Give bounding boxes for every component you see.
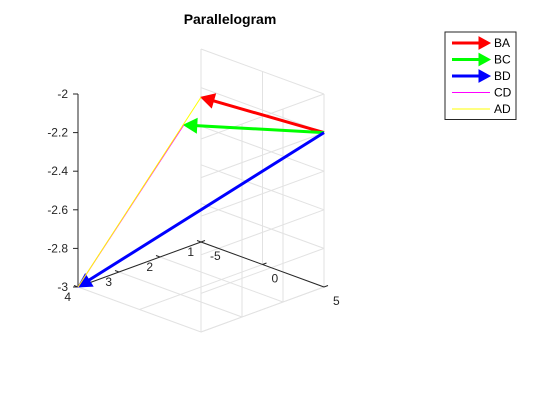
grid-line-wally-z (200, 202, 325, 249)
grid (77, 48, 325, 333)
grid-line-wallx-z (200, 286, 325, 333)
series-bd-line (83, 131, 325, 285)
x-tick-label: -5 (210, 249, 221, 263)
tick-labels: -3 -2.8 -2.6 -2.4 -2.2 -2 1 2 3 4 -5 0 5 (47, 87, 340, 308)
grid-line-wallx-z (200, 247, 325, 294)
x-tick-label: 0 (272, 272, 279, 286)
grid-line-floor-y (77, 286, 202, 333)
grid-line-wally-z (200, 125, 325, 172)
y-tick-label: 2 (146, 260, 153, 274)
legend-label-bc: BC (494, 53, 511, 67)
series-ba-line (208, 98, 325, 135)
x-tick-label: 5 (333, 294, 340, 308)
z-tick-label: -2.6 (47, 203, 68, 217)
y-tick-label: 1 (187, 245, 194, 259)
series-ad-line (77, 96, 202, 288)
legend-label-ad: AD (494, 102, 511, 116)
legend-label-ba: BA (494, 36, 510, 50)
grid-line-wally-z (200, 164, 325, 211)
chart-title: Parallelogram (184, 11, 277, 27)
y-axis-line (77, 241, 202, 288)
legend-swatch-arrow-bc (478, 52, 492, 67)
z-tick-label: -2.4 (47, 164, 68, 178)
series-bc-line (191, 123, 325, 135)
z-tick-label: -2.2 (47, 126, 68, 140)
y-tick-mark (73, 285, 79, 288)
grid-line-floor-y (159, 256, 284, 303)
y-tick-label: 4 (64, 290, 71, 304)
series-ba-arrowhead (200, 93, 217, 109)
y-tick-mark (155, 255, 161, 258)
y-tick-mark (114, 270, 120, 273)
legend: BA BC BD CD AD (444, 31, 517, 120)
legend-label-bd: BD (494, 69, 511, 83)
x-tick-mark (262, 262, 267, 265)
grid-line-wally-z (200, 48, 325, 95)
series (77, 93, 325, 288)
z-tick-label: -2.8 (47, 241, 68, 255)
grid-line-floor-y (118, 271, 243, 318)
y-tick-label: 3 (105, 275, 112, 289)
axes (73, 93, 329, 288)
legend-swatch-arrow-bd (478, 69, 492, 83)
legend-label-cd: CD (494, 86, 512, 100)
series-bc-arrowhead (182, 117, 198, 134)
legend-swatch-arrow-ba (478, 36, 492, 50)
z-tick-label: -2 (57, 87, 68, 101)
series-bd-arrowhead (77, 273, 94, 288)
grid-line-wally-z (200, 87, 325, 134)
x-tick-mark (323, 285, 329, 288)
z-tick-label: -3 (57, 280, 68, 294)
y-tick-mark (196, 240, 202, 243)
x-tick-mark (200, 240, 206, 243)
